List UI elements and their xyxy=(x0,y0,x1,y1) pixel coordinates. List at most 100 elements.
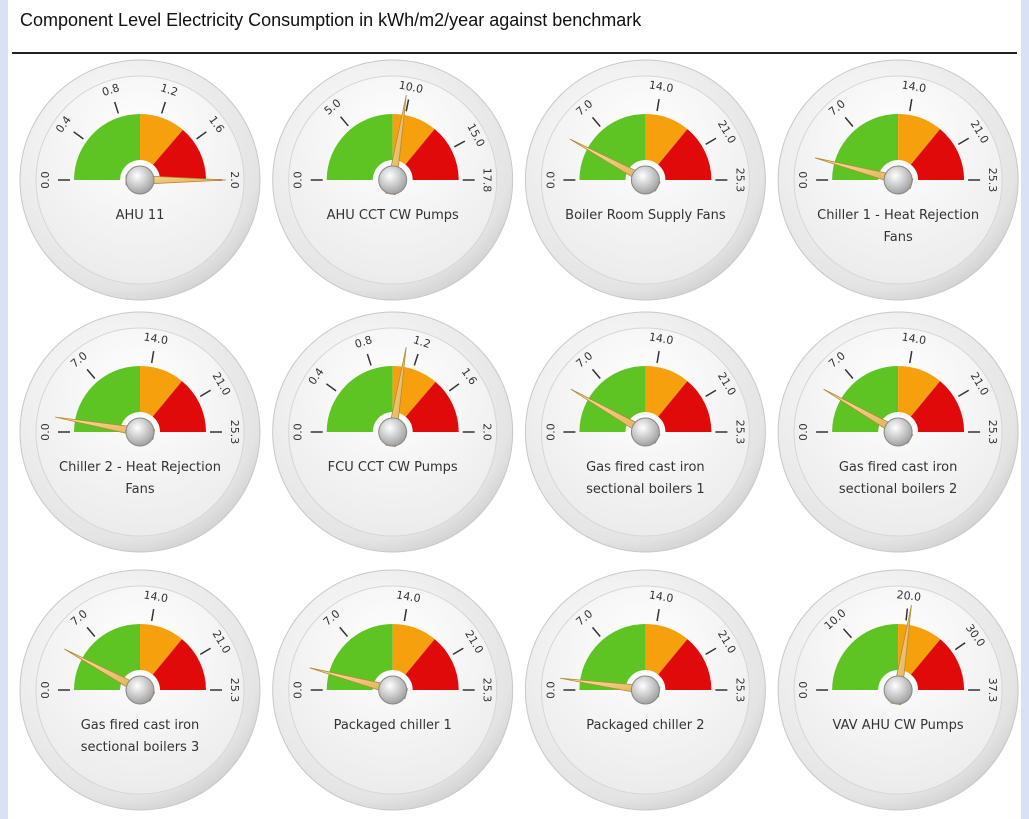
tick-mark xyxy=(844,368,854,380)
gauge-pivot xyxy=(630,417,660,447)
gauge: 0.00.40.8 1.21.62.0 xyxy=(272,311,514,553)
tick-label: 25.3 xyxy=(733,168,746,193)
tick-label: 0.0 xyxy=(797,423,810,441)
gauge-pivot xyxy=(883,675,913,705)
gauge-title: Gas fired cast iron sectional boilers 2 xyxy=(838,460,958,497)
tick-label: 14.0 xyxy=(143,330,169,347)
tick-label: 25.3 xyxy=(228,420,241,445)
gauge-band xyxy=(392,624,435,675)
gauge-band xyxy=(898,366,941,417)
gauge-band xyxy=(832,114,899,180)
tick-mark xyxy=(403,609,408,622)
tick-mark xyxy=(656,609,660,622)
tick-mark xyxy=(325,383,337,392)
gauge-pivot xyxy=(883,165,913,195)
gauge-band xyxy=(645,366,688,417)
page-title: Component Level Electricity Consumption … xyxy=(20,10,642,30)
tick-label: 14.0 xyxy=(901,330,927,347)
gauge-band xyxy=(74,624,140,690)
tick-label: 0.0 xyxy=(292,423,305,441)
gauge-band xyxy=(579,624,646,690)
tick-mark xyxy=(73,131,84,140)
tick-label: 25.3 xyxy=(228,678,241,703)
tick-label: 14.0 xyxy=(143,588,169,605)
tick-mark xyxy=(842,628,853,639)
gauge-band xyxy=(326,624,393,690)
tick-mark xyxy=(909,99,913,112)
gauge-title: Gas fired cast iron sectional boilers 1 xyxy=(586,460,705,497)
gauge: 0.07.014.021.025.3 xyxy=(524,59,766,301)
dashboard: Component Level Electricity Consumption … xyxy=(8,0,1021,819)
gauge-band xyxy=(832,624,899,690)
gauge-title: Chiller 1 - Heat Rejection Fans xyxy=(817,208,980,245)
gauge-band xyxy=(910,381,965,432)
tick-mark xyxy=(957,137,970,146)
gauge-band xyxy=(645,624,688,675)
tick-mark xyxy=(705,389,717,398)
tick-mark xyxy=(196,131,207,140)
tick-label: 14.0 xyxy=(901,78,927,95)
tick-mark xyxy=(453,140,466,148)
tick-label: 0.0 xyxy=(39,171,52,189)
gauge-band xyxy=(658,381,712,432)
gauge-pivot xyxy=(125,165,155,195)
gauge-pivot xyxy=(378,165,408,195)
gauge-band xyxy=(326,114,393,180)
tick-mark xyxy=(448,383,460,392)
tick-mark xyxy=(86,626,96,638)
tick-label: 25.3 xyxy=(986,168,999,193)
gauge-title: Packaged chiller 1 xyxy=(333,718,452,733)
tick-mark xyxy=(591,626,601,638)
tick-mark xyxy=(413,353,419,366)
tick-mark xyxy=(150,351,155,364)
tick-mark xyxy=(705,647,717,656)
tick-label: 0.0 xyxy=(544,423,557,441)
gauge-band xyxy=(910,129,965,180)
gauge-band xyxy=(658,639,712,690)
tick-mark xyxy=(160,101,167,114)
gauge-title: Gas fired cast iron sectional boilers 3 xyxy=(80,718,200,755)
tick-mark xyxy=(844,116,854,128)
gauge-title: FCU CCT CW Pumps xyxy=(327,460,458,475)
gauge: 0.07.014.021.025.3 xyxy=(19,569,261,811)
tick-label: 25.3 xyxy=(733,420,746,445)
tick-label: 0.0 xyxy=(39,681,52,699)
tick-label: 14.0 xyxy=(648,588,674,605)
gauge-pivot xyxy=(125,417,155,447)
gauge: 0.07.014.021.025.3 xyxy=(524,311,766,553)
tick-mark xyxy=(150,609,155,622)
tick-mark xyxy=(954,642,966,651)
tick-label: 20.0 xyxy=(896,588,922,604)
tick-mark xyxy=(957,389,970,398)
gauge-band xyxy=(326,366,393,432)
tick-label: 14.0 xyxy=(648,330,674,347)
gauge-band xyxy=(658,129,712,180)
tick-mark xyxy=(405,99,410,112)
tick-mark xyxy=(656,99,660,112)
gauge-title: VAV AHU CW Pumps xyxy=(832,718,964,733)
tick-label: 25.3 xyxy=(986,420,999,445)
tick-mark xyxy=(452,647,464,656)
gauge-title: Chiller 2 - Heat Rejection Fans xyxy=(59,460,221,497)
tick-mark xyxy=(199,647,211,656)
gauge-band xyxy=(152,129,207,180)
tick-label: 1.2 xyxy=(159,81,180,99)
tick-label: 2.0 xyxy=(481,423,494,441)
tick-mark xyxy=(905,608,909,621)
tick-label: 0.0 xyxy=(39,423,52,441)
gauge-band xyxy=(898,624,941,675)
gauge-band xyxy=(579,366,646,432)
tick-label: 0.8 xyxy=(100,81,121,99)
gauge-title: AHU CCT CW Pumps xyxy=(326,208,459,223)
gauge-band xyxy=(405,639,459,690)
gauge-pivot xyxy=(378,417,408,447)
tick-mark xyxy=(340,116,349,127)
gauge: 0.010.020.030.037.3 xyxy=(777,569,1019,811)
tick-mark xyxy=(199,389,211,398)
gauge-band xyxy=(74,114,140,180)
tick-label: 25.3 xyxy=(481,678,494,703)
tick-label: 14.0 xyxy=(395,588,421,605)
title-rule xyxy=(12,52,1017,54)
gauge-title: Packaged chiller 2 xyxy=(586,718,705,733)
